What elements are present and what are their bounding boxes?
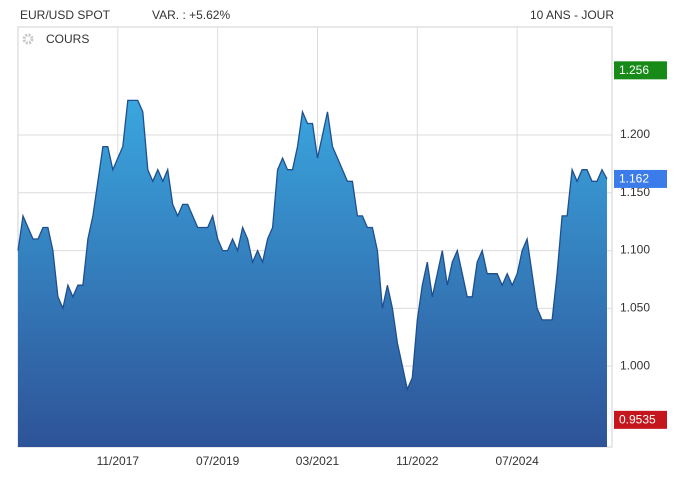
- y-tick-label: 1.000: [620, 358, 650, 372]
- chart-subtitle: VAR. : +5.62%: [152, 8, 230, 22]
- x-tick-label: 11/2022: [396, 454, 439, 468]
- x-tick-label: 03/2021: [296, 454, 340, 468]
- y-tick-label: 1.050: [620, 301, 650, 315]
- price-label: 0.9535: [619, 413, 656, 427]
- price-label-box: [614, 410, 667, 429]
- legend-label: COURS: [46, 32, 89, 46]
- x-tick-label: 07/2024: [495, 454, 539, 468]
- x-tick-label: 07/2019: [196, 454, 240, 468]
- legend: COURS: [22, 32, 89, 46]
- price-label: 1.162: [619, 172, 649, 186]
- area: [18, 100, 607, 448]
- price-label-box: [614, 169, 667, 188]
- legend-icon: [22, 33, 34, 45]
- price-label-box: [614, 61, 667, 80]
- y-tick-label: 1.200: [620, 127, 650, 141]
- period-label: 10 ANS - JOUR: [530, 8, 614, 22]
- line: [17, 99, 608, 392]
- chart-title: EUR/USD SPOT: [20, 8, 111, 22]
- x-tick-label: 11/2017: [97, 454, 140, 468]
- y-tick-label: 1.150: [620, 185, 650, 199]
- y-tick-label: 1.100: [620, 243, 650, 257]
- price-label: 1.256: [619, 63, 649, 77]
